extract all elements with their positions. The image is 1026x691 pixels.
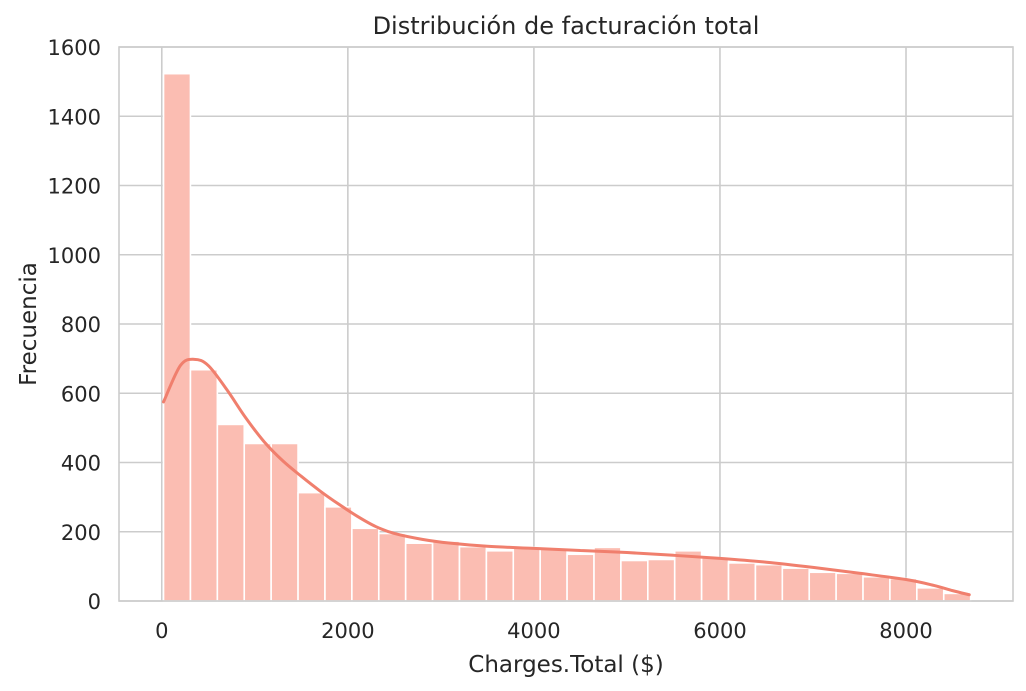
histogram-bar <box>431 540 461 602</box>
y-tick-label: 0 <box>88 590 101 614</box>
histogram-bar <box>808 571 837 602</box>
y-tick-label: 800 <box>61 313 101 337</box>
x-tick-label: 4000 <box>507 619 560 643</box>
histogram-bar <box>243 442 272 602</box>
y-tick-label: 600 <box>61 382 101 406</box>
histogram-bar <box>862 575 891 602</box>
histogram-bar <box>835 572 864 602</box>
histogram-bar <box>162 72 192 602</box>
histogram-bar <box>727 562 757 602</box>
histogram-bar <box>324 506 353 602</box>
kde-curve-group <box>162 357 971 597</box>
histogram-bar <box>485 549 515 602</box>
histogram-bar <box>512 546 541 602</box>
histogram-bar <box>916 587 945 602</box>
x-tick-label: 0 <box>155 619 168 643</box>
x-axis-title: Charges.Total ($) <box>468 652 663 678</box>
x-tick-label: 2000 <box>321 619 374 643</box>
histogram-bar <box>377 532 407 602</box>
histogram-bar <box>189 368 219 602</box>
histogram-bar <box>781 567 811 602</box>
x-tick-label: 8000 <box>879 619 932 643</box>
histogram-bar <box>754 563 784 602</box>
histogram-bar <box>647 558 676 602</box>
histogram-bar <box>539 548 568 602</box>
histogram-bars <box>162 72 972 602</box>
histogram-bar <box>620 559 649 602</box>
y-tick-label: 1400 <box>48 105 101 129</box>
y-tick-label: 400 <box>61 452 101 476</box>
y-tick-label: 1200 <box>48 175 101 199</box>
histogram-bar <box>270 442 299 602</box>
plot-area-frame <box>118 46 1014 602</box>
x-axis-ticks: 0 2000 4000 6000 8000 <box>155 619 933 643</box>
histogram-bar <box>593 546 622 602</box>
histogram-bar <box>458 545 488 602</box>
histogram-bar <box>216 423 246 602</box>
histogram-bar <box>297 491 326 602</box>
histogram-bar <box>404 542 434 602</box>
histogram-bar <box>566 553 595 602</box>
chart-title: Distribución de facturación total <box>373 12 760 40</box>
y-tick-label: 1000 <box>48 244 101 268</box>
histogram-bar <box>700 556 730 602</box>
histogram-bar <box>351 527 380 602</box>
y-axis-title: Frecuencia <box>16 262 42 386</box>
y-axis-ticks: 0 200 400 600 800 1000 1200 1400 1600 <box>48 36 101 614</box>
y-tick-label: 200 <box>61 521 101 545</box>
x-tick-label: 6000 <box>693 619 746 643</box>
y-tick-label: 1600 <box>48 36 101 60</box>
kde-line <box>162 357 971 597</box>
